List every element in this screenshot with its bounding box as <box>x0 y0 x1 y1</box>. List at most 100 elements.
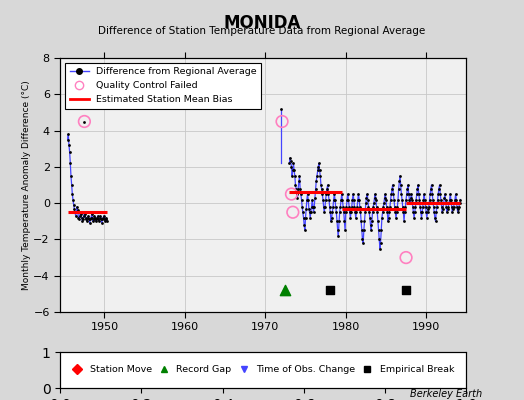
Point <box>390 196 398 203</box>
Point <box>398 196 406 203</box>
Point <box>438 209 446 216</box>
Point <box>352 214 360 221</box>
Point <box>431 218 440 224</box>
Point <box>95 218 103 224</box>
Point <box>97 220 106 226</box>
Point <box>443 205 452 212</box>
Point <box>392 209 401 216</box>
Point <box>91 214 99 221</box>
Point <box>102 216 111 223</box>
Point <box>379 204 387 210</box>
Point <box>365 209 374 216</box>
Point <box>405 191 413 197</box>
Point <box>428 191 436 197</box>
Point <box>280 287 289 294</box>
Point <box>401 204 410 210</box>
Point <box>430 209 439 216</box>
Point <box>326 209 334 216</box>
Point <box>331 196 339 203</box>
Point <box>103 218 111 224</box>
Point <box>373 209 381 216</box>
Point <box>278 118 286 125</box>
Point <box>346 214 355 221</box>
Point <box>419 204 427 210</box>
Point <box>431 214 439 221</box>
Point <box>341 227 350 234</box>
Point <box>348 196 357 203</box>
Point <box>347 204 356 210</box>
Point <box>450 200 458 206</box>
Point <box>421 204 430 210</box>
Point <box>285 160 293 166</box>
Point <box>66 160 74 166</box>
Point <box>402 287 410 294</box>
Point <box>94 216 103 223</box>
Y-axis label: Monthly Temperature Anomaly Difference (°C): Monthly Temperature Anomaly Difference (… <box>21 80 30 290</box>
Point <box>64 131 72 138</box>
Point <box>449 205 457 212</box>
Point <box>333 227 342 234</box>
Point <box>296 186 304 192</box>
Point <box>386 196 395 203</box>
Point <box>426 191 434 197</box>
Point <box>359 227 368 234</box>
Point <box>422 209 430 216</box>
Point <box>429 204 438 210</box>
Point <box>435 182 444 188</box>
Text: Berkeley Earth: Berkeley Earth <box>410 389 482 399</box>
Point <box>376 245 384 252</box>
Point <box>302 205 310 212</box>
Point <box>388 186 396 192</box>
Point <box>418 209 427 216</box>
Point <box>320 209 329 216</box>
Point <box>93 214 101 221</box>
Point <box>300 222 308 228</box>
Point <box>406 200 414 206</box>
Point <box>405 196 413 203</box>
Point <box>85 216 93 223</box>
Point <box>400 209 409 216</box>
Point <box>357 218 365 224</box>
Point <box>316 173 324 179</box>
Point <box>387 191 396 197</box>
Point <box>344 191 352 197</box>
Point <box>395 186 403 192</box>
Point <box>373 204 381 210</box>
Point <box>435 186 443 192</box>
Point <box>356 209 365 216</box>
Point <box>433 196 442 203</box>
Point <box>377 227 386 234</box>
Point <box>357 227 366 234</box>
Point <box>330 196 338 203</box>
Point <box>370 194 379 201</box>
Point <box>325 196 333 203</box>
Point <box>451 196 459 203</box>
Point <box>383 204 391 210</box>
Point <box>86 216 95 223</box>
Point <box>325 204 334 210</box>
Point <box>414 182 422 188</box>
Point <box>407 191 416 197</box>
Point <box>90 216 98 223</box>
Point <box>294 178 303 184</box>
Point <box>301 227 309 234</box>
Point <box>320 204 328 210</box>
Point <box>72 209 81 216</box>
Point <box>333 218 341 224</box>
Point <box>315 167 324 174</box>
Point <box>350 196 358 203</box>
Point <box>327 218 335 224</box>
Point <box>73 207 82 214</box>
Point <box>414 191 423 197</box>
Point <box>70 205 79 212</box>
Point <box>400 218 408 224</box>
Point <box>363 191 372 197</box>
Point <box>85 220 94 226</box>
Point <box>397 182 405 188</box>
Point <box>407 194 415 201</box>
Point <box>92 216 101 223</box>
Point <box>361 209 369 216</box>
Point <box>84 213 93 219</box>
Point <box>287 164 296 170</box>
Point <box>321 196 330 203</box>
